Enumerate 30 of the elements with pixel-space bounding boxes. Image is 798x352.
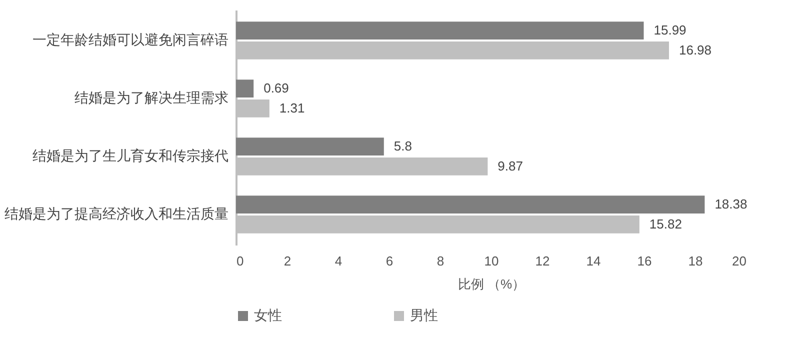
legend-label: 女性 — [254, 307, 282, 323]
x-tick-label: 2 — [284, 254, 292, 268]
x-tick-label: 14 — [586, 254, 601, 268]
data-label: 9.87 — [498, 158, 523, 174]
x-tick-label: 10 — [484, 254, 499, 268]
data-label: 5.8 — [394, 138, 412, 154]
bar — [236, 80, 254, 98]
x-axis-title: 比例 （%） — [458, 276, 526, 292]
x-tick-label: 0 — [236, 254, 244, 268]
data-label: 15.99 — [654, 22, 686, 38]
x-tick-label: 18 — [688, 254, 703, 268]
data-label: 15.82 — [649, 216, 682, 232]
x-tick-label: 16 — [637, 254, 652, 268]
x-tick-label: 6 — [386, 254, 394, 268]
x-tick-label: 20 — [732, 254, 746, 268]
data-label: 0.69 — [264, 80, 289, 96]
bar — [236, 196, 705, 214]
y-tick-label: 结婚是为了解决生理需求 — [74, 89, 228, 106]
x-tick-label: 4 — [334, 254, 342, 268]
x-tick-label: 8 — [436, 254, 444, 268]
bar — [236, 22, 644, 40]
data-label: 1.31 — [279, 100, 305, 116]
x-tick-label: 12 — [535, 254, 550, 268]
y-tick-label: 结婚是为了生儿育女和传宗接代 — [32, 148, 228, 164]
y-tick-label: 一定年龄结婚可以避免闲言碎语 — [32, 31, 228, 48]
y-tick-label: 结婚是为了提高经济收入和生活质量 — [4, 206, 228, 222]
data-label: 18.38 — [714, 196, 748, 212]
data-label: 16.98 — [678, 42, 712, 58]
bar — [236, 138, 384, 156]
legend-label: 男性 — [410, 307, 438, 323]
